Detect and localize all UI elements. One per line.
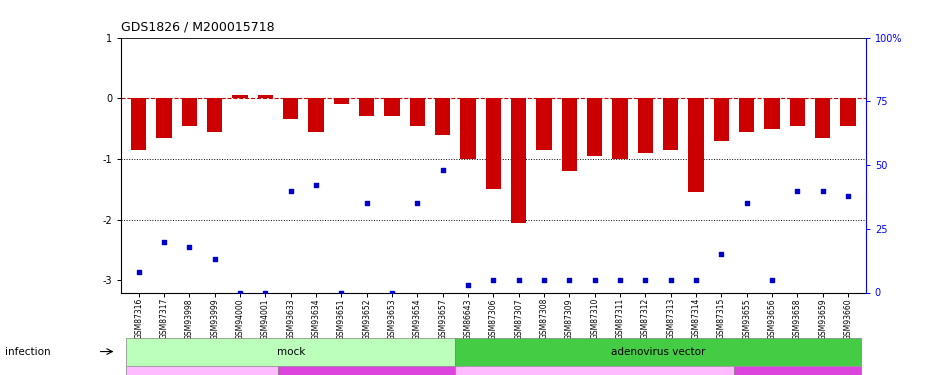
Point: [156, 238, 171, 244]
Bar: [663, 98, 679, 150]
Bar: [359, 98, 374, 116]
Bar: [816, 98, 830, 138]
Text: GDS1826 / M200015718: GDS1826 / M200015718: [121, 21, 275, 34]
Point: [613, 277, 627, 283]
Bar: [385, 98, 399, 116]
Bar: [638, 98, 653, 153]
Bar: [789, 98, 805, 126]
Bar: [410, 98, 425, 126]
Bar: [587, 98, 602, 156]
Bar: [764, 98, 779, 129]
Point: [587, 277, 602, 283]
Point: [663, 277, 678, 283]
Point: [764, 277, 779, 283]
Bar: [455, 338, 861, 366]
Point: [385, 290, 399, 296]
Bar: [561, 98, 577, 171]
Point: [816, 188, 830, 194]
Point: [689, 277, 704, 283]
Point: [233, 290, 248, 296]
Point: [334, 290, 349, 296]
Bar: [841, 98, 856, 126]
Point: [841, 193, 856, 199]
Bar: [689, 98, 704, 192]
Point: [714, 251, 729, 257]
Bar: [208, 98, 223, 132]
Bar: [278, 366, 455, 375]
Point: [536, 277, 551, 283]
Bar: [283, 98, 298, 120]
Bar: [334, 98, 349, 104]
Bar: [613, 98, 627, 159]
Bar: [486, 98, 501, 189]
Point: [309, 182, 324, 188]
Bar: [461, 98, 476, 159]
Point: [410, 200, 425, 206]
Bar: [126, 366, 278, 375]
Bar: [131, 98, 146, 150]
Bar: [739, 98, 754, 132]
Bar: [233, 95, 248, 98]
Point: [486, 277, 501, 283]
Bar: [308, 98, 324, 132]
Bar: [714, 98, 729, 141]
Text: mock: mock: [277, 346, 305, 357]
Point: [436, 167, 451, 173]
Bar: [455, 366, 735, 375]
Text: infection: infection: [5, 346, 50, 357]
Point: [258, 290, 273, 296]
Bar: [126, 338, 455, 366]
Bar: [536, 98, 552, 150]
Point: [131, 269, 146, 275]
Point: [208, 256, 223, 262]
Bar: [258, 95, 273, 98]
Bar: [156, 98, 171, 138]
Bar: [182, 98, 197, 126]
Point: [562, 277, 577, 283]
Bar: [435, 98, 451, 135]
Point: [638, 277, 653, 283]
Text: adenovirus vector: adenovirus vector: [611, 346, 706, 357]
Bar: [735, 366, 861, 375]
Point: [511, 277, 526, 283]
Point: [359, 200, 374, 206]
Point: [283, 188, 298, 194]
Point: [182, 244, 196, 250]
Point: [739, 200, 754, 206]
Bar: [511, 98, 526, 223]
Point: [790, 188, 805, 194]
Point: [461, 282, 476, 288]
